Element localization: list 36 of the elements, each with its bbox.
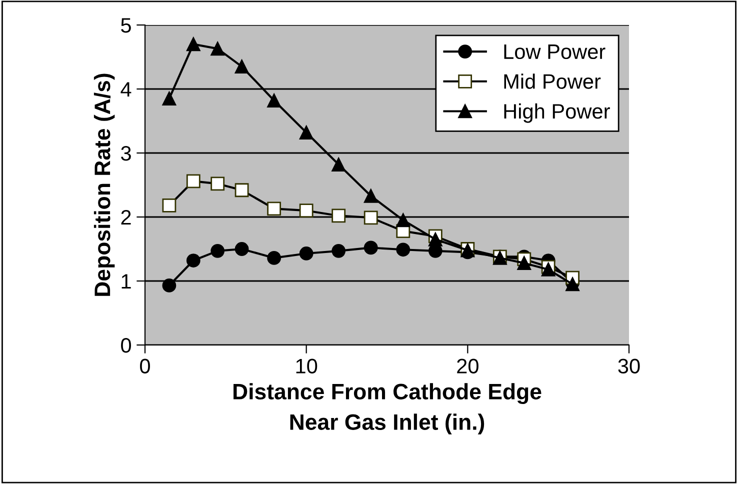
point [396,213,410,228]
point [517,256,532,270]
point [396,242,410,257]
point [162,92,176,106]
point [234,60,249,74]
point [332,158,346,172]
x-axis-title: Distance From Cathode Edge Near Gas Inlet (in.) [234,383,542,434]
point [186,37,200,52]
y-axis-title: Deposition Rate (A/s) [94,74,115,296]
point [210,244,225,258]
point [364,240,378,255]
y-tick-label: 0 [121,338,131,353]
point [267,94,282,108]
point [210,42,225,56]
x-tick-label: 20 [457,358,478,374]
y-tick-label: 2 [121,210,131,225]
x-tick-label: 10 [296,358,318,374]
y-tick-label: 1 [122,274,131,289]
x-tick-label: 30 [618,358,640,374]
point [234,242,249,256]
point [428,232,442,246]
legend-label: High Power [504,103,610,123]
y-tick-label: 5 [121,18,131,33]
point [541,262,556,276]
legend-label: Mid Power [504,74,601,89]
point [299,126,314,140]
point [162,278,176,292]
point [186,254,200,268]
legend-label: Low Power [504,44,606,60]
point [364,188,378,203]
point [332,244,346,258]
point [267,251,282,265]
x-tick-label: 0 [140,358,150,374]
point [299,246,314,260]
y-tick-label: 3 [121,146,131,161]
y-tick-label: 4 [120,82,132,97]
